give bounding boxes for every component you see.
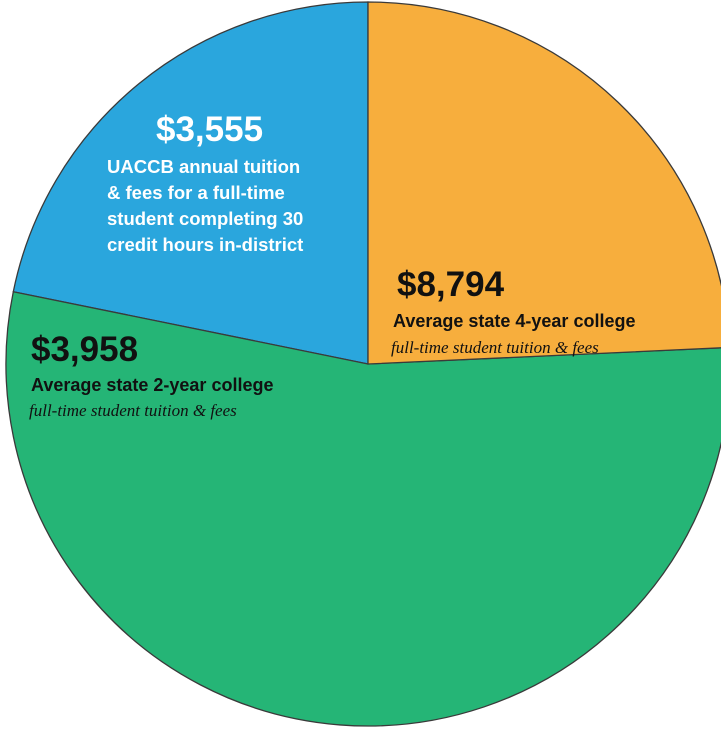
- slice-2yr-label: Average state 2-year college: [31, 374, 273, 397]
- slice-uaccb-amount: $3,555: [156, 111, 263, 149]
- slice-4yr-note: full-time student tuition & fees: [391, 337, 599, 359]
- slice-2yr-note: full-time student tuition & fees: [29, 400, 237, 422]
- slice-uaccb-label: UACCB annual tuition & fees for a full-t…: [107, 154, 303, 258]
- slice-4yr-amount: $8,794: [397, 266, 504, 304]
- slice-4yr-label: Average state 4-year college: [393, 310, 635, 333]
- slice-2yr-amount: $3,958: [31, 331, 138, 369]
